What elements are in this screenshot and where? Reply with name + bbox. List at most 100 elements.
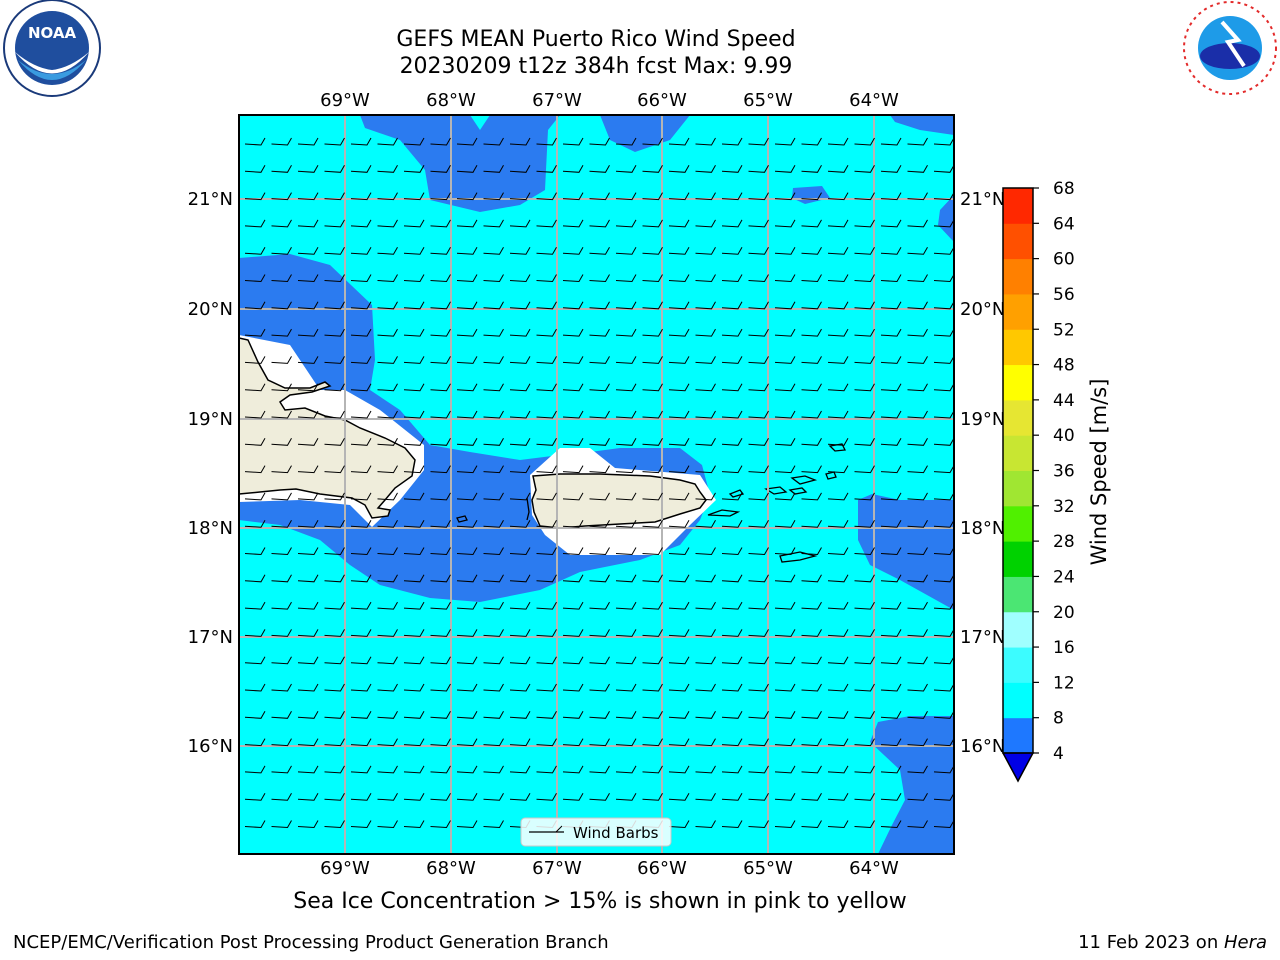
wind-barb [880, 356, 902, 364]
wind-barb [695, 820, 716, 829]
wind-barb [430, 711, 451, 719]
wind-barb [642, 165, 663, 173]
wind-barb [297, 683, 319, 692]
colorbar-tick-label: 32 [1053, 497, 1075, 517]
wind-barb [774, 410, 796, 419]
wind-barb [350, 192, 372, 201]
wind-barb [668, 301, 690, 310]
wind-barb [748, 574, 769, 583]
wind-barb [933, 738, 954, 747]
colorbar-segment [1003, 541, 1033, 577]
wind-barb [403, 383, 425, 392]
wind-barb [430, 328, 451, 337]
wind-barb [933, 601, 954, 610]
wind-barb [774, 629, 796, 637]
wind-barb [324, 165, 345, 173]
wind-barb [297, 519, 319, 528]
wind-barb [801, 165, 822, 173]
wind-barb [933, 301, 954, 310]
wind-barb [456, 192, 478, 201]
wind-barb [907, 383, 928, 392]
wind-barb [324, 601, 345, 610]
wind-barb [483, 328, 504, 337]
wind-barb [430, 356, 451, 364]
wind-barb [748, 301, 769, 310]
colorbar-tick-label: 68 [1053, 179, 1075, 199]
wind-barb [854, 629, 875, 637]
wind-barb [271, 656, 292, 665]
wind-barb [509, 219, 531, 228]
wind-barb [642, 246, 663, 255]
wind-barb [907, 765, 928, 774]
wind-barb [668, 219, 690, 228]
wind-barb [721, 301, 743, 310]
wind-barb [615, 656, 637, 665]
legend-barb-swatch [555, 825, 563, 833]
wind-barb [403, 410, 425, 419]
wind-barb [668, 765, 690, 774]
wind-barb [297, 792, 319, 801]
wind-barb [350, 711, 372, 719]
wind-barb [536, 711, 557, 719]
wind-barb [509, 410, 531, 419]
wind-barb [271, 328, 292, 337]
wind-barb [933, 574, 954, 583]
wind-barbs [244, 137, 954, 829]
wind-barb [350, 738, 372, 747]
wind-barb [297, 738, 319, 747]
wind-barb [721, 738, 743, 747]
wind-barb [827, 547, 849, 556]
wind-barb [430, 192, 451, 201]
wind-barb [933, 192, 954, 201]
wind-barb [244, 656, 266, 665]
wind-barb [350, 765, 372, 774]
wind-barb [536, 137, 557, 146]
wind-barb [774, 465, 796, 474]
wind-barb [721, 328, 743, 337]
wind-barb [562, 356, 584, 364]
wind-barb [880, 410, 902, 419]
wind-barb [324, 219, 345, 228]
wind-barb [801, 219, 822, 228]
wind-barb [297, 765, 319, 774]
wind-barb [774, 274, 796, 283]
wind-barb [483, 383, 504, 392]
wind-barb [244, 356, 266, 364]
wind-barb [403, 820, 425, 829]
wind-barb [562, 410, 584, 419]
wind-barb [668, 492, 690, 501]
wind-barb [536, 765, 557, 774]
wind-barb [536, 574, 557, 583]
wind-barb [668, 519, 690, 528]
wind-barb [615, 356, 637, 364]
wind-barb [774, 683, 796, 692]
wind-barb [748, 519, 769, 528]
wind-barb [589, 356, 610, 364]
wind-barb [562, 274, 584, 283]
wind-barb [589, 219, 610, 228]
wind-barb [695, 765, 716, 774]
wind-barb [695, 328, 716, 337]
lon-label-bottom: 65°W [743, 858, 793, 879]
wind-barb [562, 438, 584, 446]
wind-barb [695, 738, 716, 747]
wind-barb [774, 383, 796, 392]
wind-barb [774, 492, 796, 501]
wind-barb [880, 656, 902, 665]
wind-barb [880, 547, 902, 556]
wind-barb [430, 301, 451, 310]
wind-barb [827, 683, 849, 692]
wind-barb [827, 492, 849, 501]
wind-barb [430, 601, 451, 610]
colorbar-tick-label: 52 [1053, 320, 1075, 340]
wind-barb [695, 410, 716, 419]
wind-barb [642, 356, 663, 364]
wind-barb [536, 792, 557, 801]
wind-barb [483, 574, 504, 583]
wind-barb [350, 438, 372, 446]
lat-label-right: 20°N [960, 299, 1005, 320]
wind-barb [748, 792, 769, 801]
wind-barb [483, 820, 504, 829]
wind-barb [748, 738, 769, 747]
wind-barb [801, 519, 822, 528]
